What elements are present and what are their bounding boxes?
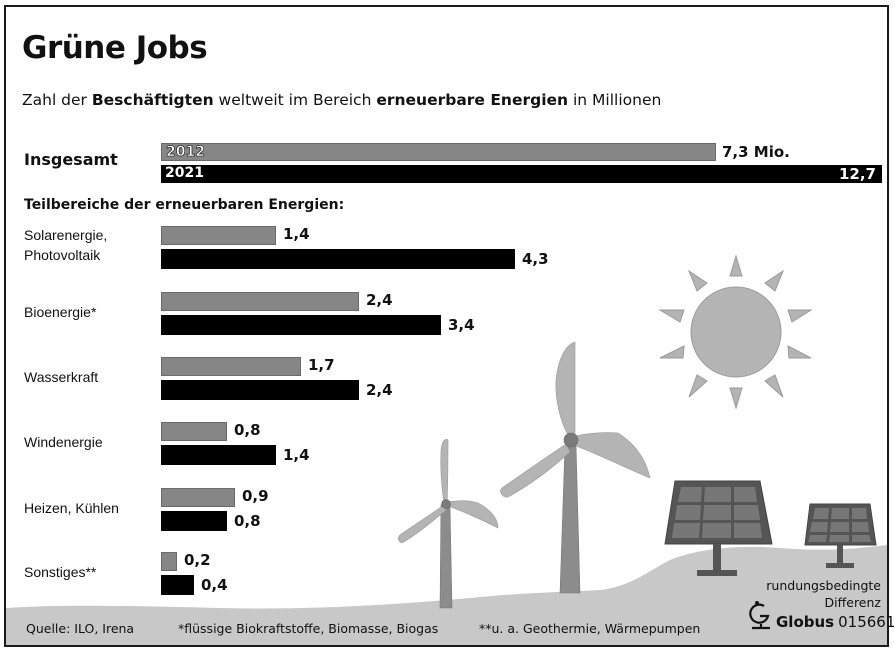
total-label: Insgesamt xyxy=(24,150,118,169)
bar-2021 xyxy=(161,445,276,465)
value-2021: 1,4 xyxy=(283,446,310,464)
category-label-line: Solarenergie, xyxy=(24,227,108,243)
sun-icon xyxy=(658,254,813,410)
legend-2012: 2012 xyxy=(166,144,206,161)
solar-panel-large-icon xyxy=(664,480,773,576)
bar-2021 xyxy=(161,249,515,269)
wind-turbine-large-icon xyxy=(500,341,651,594)
bar-2021 xyxy=(161,380,359,400)
rounding-note-line: Differenz xyxy=(824,595,881,610)
section-heading: Teilbereiche der erneuerbaren Energien: xyxy=(24,197,345,213)
total-value-2021: 12,7 xyxy=(838,165,876,183)
value-2021: 0,8 xyxy=(234,512,261,530)
bar-2012 xyxy=(161,357,301,376)
total-bar-2021: 2021 12,7 xyxy=(161,165,882,183)
value-2021: 4,3 xyxy=(522,250,549,268)
solar-panel-small-icon xyxy=(804,503,877,568)
subtitle-text: weltweit im Bereich xyxy=(213,91,377,109)
source-note: Quelle: ILO, Irena xyxy=(26,621,135,636)
value-2012: 0,2 xyxy=(184,551,211,569)
subtitle-text: in Millionen xyxy=(568,91,662,109)
value-2012: 1,7 xyxy=(308,356,335,374)
bar-2021 xyxy=(161,575,194,595)
bar-2012 xyxy=(161,292,359,311)
category-label: Bioenergie* xyxy=(24,304,97,320)
category-label: Heizen, Kühlen xyxy=(24,500,119,516)
category-label: Wasserkraft xyxy=(24,369,99,385)
value-2021: 3,4 xyxy=(448,316,475,334)
category-label-line: Photovoltaik xyxy=(24,247,101,263)
footnote-other: **u. a. Geothermie, Wärmepumpen xyxy=(479,621,701,636)
total-bar-2012: 2012 xyxy=(161,143,716,161)
legend-2021: 2021 xyxy=(165,165,204,181)
bar-2021 xyxy=(161,315,441,335)
bar-2021 xyxy=(161,511,227,531)
subtitle-emphasis: Beschäftigten xyxy=(91,91,214,109)
graphic-id: 015661 xyxy=(838,613,895,631)
page-title: Grüne Jobs xyxy=(22,30,208,66)
value-2012: 1,4 xyxy=(283,225,310,243)
category-label: Solarenergie, Photovoltaik xyxy=(24,225,107,265)
value-2021: 2,4 xyxy=(366,381,393,399)
bar-2012 xyxy=(161,488,235,507)
value-2012: 0,8 xyxy=(234,421,261,439)
globus-brand: Globus 015661 xyxy=(774,613,895,631)
value-2021: 0,4 xyxy=(201,576,228,594)
globus-logo-icon xyxy=(749,601,770,630)
chart-subtitle: Zahl der Beschäftigten weltweit im Berei… xyxy=(22,91,661,109)
wind-turbine-small-icon xyxy=(397,439,499,609)
bar-2012 xyxy=(161,422,227,441)
footnote-bioenergy: *flüssige Biokraftstoffe, Biomasse, Biog… xyxy=(178,621,439,636)
category-label: Sonstiges** xyxy=(24,564,97,580)
subtitle-emphasis: erneuerbare Energien xyxy=(376,91,569,109)
value-2012: 2,4 xyxy=(366,291,393,309)
rounding-note: rundungsbedingte Differenz xyxy=(766,577,881,611)
rounding-note-line: rundungsbedingte xyxy=(766,578,881,593)
bar-2012 xyxy=(161,226,276,245)
category-label: Windenergie xyxy=(24,434,103,450)
value-2012: 0,9 xyxy=(242,487,269,505)
total-value-2012: 7,3 Mio. xyxy=(722,143,790,161)
bar-2012 xyxy=(161,552,177,571)
brand-name: Globus xyxy=(776,613,835,631)
subtitle-text: Zahl der xyxy=(22,91,92,109)
